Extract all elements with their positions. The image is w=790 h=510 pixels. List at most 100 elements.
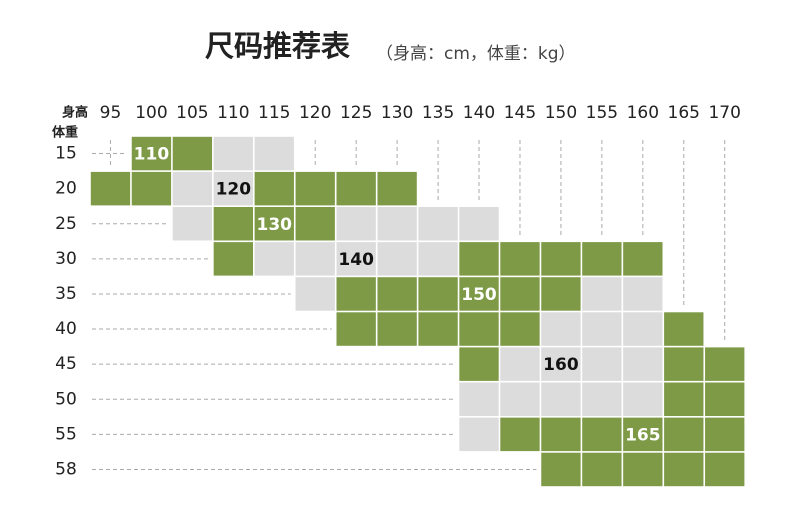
weight-value: 25 <box>55 214 77 234</box>
height-value: 145 <box>504 103 536 123</box>
size-cell <box>664 312 704 346</box>
height-value: 135 <box>422 103 454 123</box>
size-label: 140 <box>338 250 374 270</box>
size-cell <box>213 242 253 276</box>
height-value: 165 <box>668 103 700 123</box>
size-cell <box>131 136 172 171</box>
size-cell <box>541 452 581 487</box>
size-cell <box>541 242 581 276</box>
height-value: 150 <box>545 103 577 123</box>
size-cell <box>459 382 499 416</box>
size-cell <box>582 312 622 346</box>
size-cell <box>336 242 376 276</box>
size-cell <box>254 242 294 276</box>
size-cell <box>459 417 499 452</box>
size-cell <box>541 312 581 346</box>
size-cell <box>418 277 458 311</box>
weight-value: 58 <box>55 459 77 479</box>
size-cell <box>623 277 663 311</box>
size-cell <box>336 277 376 311</box>
size-cell <box>377 312 417 346</box>
size-cell <box>418 312 458 346</box>
size-cell <box>377 207 417 241</box>
size-cell <box>664 452 704 487</box>
size-cell <box>254 171 294 206</box>
size-cell <box>90 171 131 206</box>
size-cell <box>541 277 581 311</box>
height-value: 115 <box>258 103 290 123</box>
size-cell <box>172 136 213 171</box>
size-cell <box>336 171 376 206</box>
size-label: 160 <box>543 355 579 375</box>
weight-label: 体重 <box>52 125 78 141</box>
size-cell <box>295 207 335 241</box>
height-label: 身高 <box>62 105 88 121</box>
weight-value: 35 <box>55 284 77 304</box>
size-cell <box>582 277 622 311</box>
size-cell <box>705 347 745 381</box>
size-cell <box>705 382 745 416</box>
size-cell <box>213 136 253 171</box>
size-label: 130 <box>257 215 293 235</box>
size-cell <box>582 417 622 452</box>
height-value: 95 <box>100 103 122 123</box>
height-value: 100 <box>135 103 167 123</box>
size-cell <box>623 242 663 276</box>
size-cell <box>295 171 335 206</box>
height-value: 105 <box>176 103 208 123</box>
size-cell <box>541 417 581 452</box>
size-cell <box>623 312 663 346</box>
size-cell <box>582 242 622 276</box>
size-cell <box>500 382 540 416</box>
height-value: 125 <box>340 103 372 123</box>
height-value: 155 <box>586 103 618 123</box>
size-cell <box>377 171 417 206</box>
size-cell <box>295 242 335 276</box>
size-cell <box>500 277 540 311</box>
size-cell <box>418 242 458 276</box>
height-value: 170 <box>708 103 740 123</box>
size-cell <box>664 417 704 452</box>
size-cell <box>459 347 499 381</box>
size-label: 165 <box>625 425 661 445</box>
size-cell <box>541 347 581 381</box>
size-cell <box>254 136 294 171</box>
size-cell <box>623 347 663 381</box>
size-cell <box>459 242 499 276</box>
height-value: 160 <box>627 103 659 123</box>
size-cell <box>295 277 335 311</box>
size-cell <box>623 452 663 487</box>
size-cell <box>705 417 745 452</box>
subtitle: （身高：cm，体重：kg） <box>376 44 576 64</box>
weight-value: 20 <box>55 179 77 199</box>
size-cell <box>500 417 540 452</box>
size-cell <box>172 171 213 206</box>
size-label: 150 <box>461 285 497 305</box>
weight-value: 40 <box>55 319 77 339</box>
size-cell <box>172 207 213 241</box>
size-cell <box>582 347 622 381</box>
size-label: 120 <box>216 180 252 200</box>
weight-value: 30 <box>55 249 77 269</box>
size-cell <box>582 452 622 487</box>
size-cell <box>377 242 417 276</box>
size-cell <box>131 171 172 206</box>
size-cell <box>582 382 622 416</box>
height-value: 140 <box>463 103 495 123</box>
size-cell <box>459 207 499 241</box>
size-cell <box>664 347 704 381</box>
weight-value: 15 <box>55 144 77 164</box>
title: 尺码推荐表 <box>205 29 350 63</box>
weight-value: 55 <box>55 424 77 444</box>
height-value: 120 <box>299 103 331 123</box>
size-cell <box>336 207 376 241</box>
size-label: 110 <box>134 145 170 165</box>
size-cell <box>418 207 458 241</box>
size-cell <box>705 452 745 487</box>
size-cell <box>377 277 417 311</box>
size-cell <box>664 382 704 416</box>
size-cell <box>459 312 499 346</box>
size-cell <box>500 347 540 381</box>
size-cell <box>623 417 663 452</box>
